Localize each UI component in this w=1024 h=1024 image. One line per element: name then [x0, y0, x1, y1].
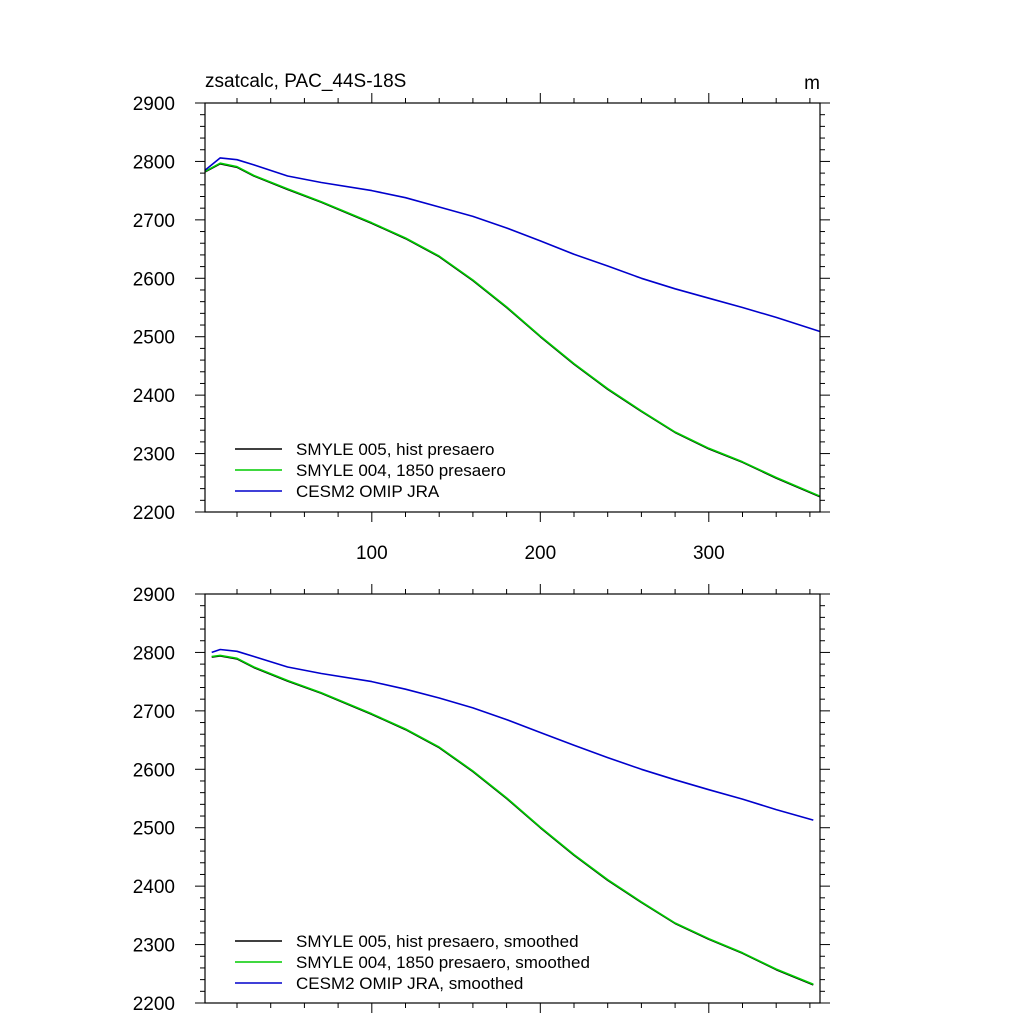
- y-tick-label: 2900: [133, 585, 175, 606]
- units-label: m: [804, 73, 820, 94]
- chart-panel-2: 2200 2300 2400 2500 2600 2700 2800 2900 SMYLE 00…: [133, 584, 830, 1015]
- x-tick-label: 200: [524, 543, 556, 564]
- y-tick-label: 2700: [133, 702, 175, 723]
- chart-panel-1: 2200 2300 2400 2500 2600 2700 2800 2900 100 200 30…: [133, 71, 830, 564]
- y-tick-label: 2500: [133, 328, 175, 349]
- y-tick-label: 2400: [133, 877, 175, 898]
- y-tick-label: 2800: [133, 152, 175, 173]
- y-tick-label: 2600: [133, 269, 175, 290]
- plot-frame: [204, 102, 821, 513]
- y-tick-label: 2700: [133, 211, 175, 232]
- legend-label-1: SMYLE 005, hist presaero, smoothed: [296, 932, 579, 951]
- legend-label-3: CESM2 OMIP JRA: [296, 482, 440, 501]
- legend-label-2: SMYLE 004, 1850 presaero, smoothed: [296, 953, 590, 972]
- y-tick-label: 2400: [133, 386, 175, 407]
- x-tick-label: 100: [356, 543, 388, 564]
- y-tick-label: 2800: [133, 643, 175, 664]
- x-tick-label: 300: [693, 543, 725, 564]
- y-tick-label: 2600: [133, 760, 175, 781]
- y-tick-label: 2900: [133, 94, 175, 115]
- series-line-3: [204, 157, 821, 333]
- series-line-2: [211, 654, 814, 986]
- plot-frame: [204, 593, 821, 1004]
- legend-label-1: SMYLE 005, hist presaero: [296, 440, 494, 459]
- y-tick-label: 2200: [133, 994, 175, 1015]
- legend-label-3: CESM2 OMIP JRA, smoothed: [296, 974, 523, 993]
- series-line-2: [204, 162, 821, 497]
- chart-title: zsatcalc, PAC_44S-18S: [205, 71, 406, 92]
- legend-label-2: SMYLE 004, 1850 presaero: [296, 461, 506, 480]
- y-tick-label: 2300: [133, 445, 175, 466]
- y-tick-label: 2300: [133, 936, 175, 957]
- y-tick-label: 2200: [133, 503, 175, 524]
- y-tick-label: 2500: [133, 819, 175, 840]
- series-line-3: [211, 648, 814, 821]
